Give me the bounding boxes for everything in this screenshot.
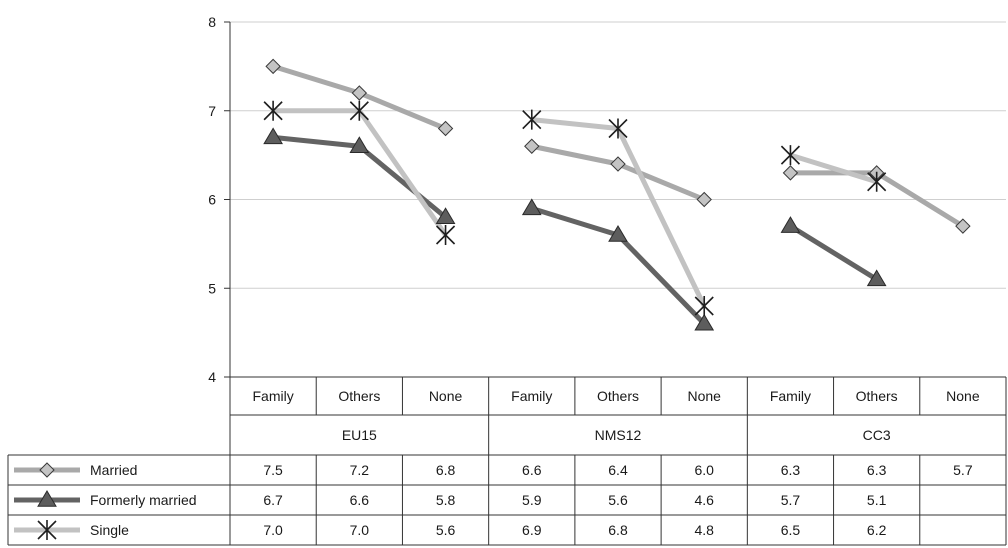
data-label: 4.8 (694, 522, 714, 538)
data-label: 6.7 (263, 492, 283, 508)
data-label: 4.6 (694, 492, 714, 508)
data-label: 5.7 (953, 462, 973, 478)
marker-diamond (611, 157, 625, 171)
series-line (532, 120, 704, 306)
data-label: 6.4 (608, 462, 628, 478)
y-tick-label: 6 (208, 192, 216, 208)
category-label: Family (252, 388, 293, 404)
marker-diamond (40, 463, 54, 477)
marker-asterisk (695, 296, 713, 316)
legend-label: Formerly married (90, 492, 197, 508)
data-label: 5.6 (608, 492, 628, 508)
group-label: CC3 (863, 427, 891, 443)
marker-diamond (439, 122, 453, 136)
data-label: 6.8 (436, 462, 456, 478)
y-tick-label: 5 (208, 280, 216, 296)
data-label: 7.0 (350, 522, 370, 538)
category-label: None (687, 388, 721, 404)
data-label: 7.2 (350, 462, 370, 478)
marker-triangle (523, 199, 541, 214)
category-label: Others (856, 388, 898, 404)
y-tick-label: 8 (208, 14, 216, 30)
marker-diamond (352, 86, 366, 100)
series-line (532, 146, 704, 199)
category-label: None (946, 388, 980, 404)
marker-diamond (783, 166, 797, 180)
data-label: 5.6 (436, 522, 456, 538)
y-axis: 4 5 6 7 8 (208, 14, 230, 385)
marker-diamond (697, 193, 711, 207)
legend-label: Single (90, 522, 129, 538)
data-label: 6.9 (522, 522, 542, 538)
data-label: 6.3 (781, 462, 801, 478)
y-tick-label: 4 (208, 369, 216, 385)
data-label: 6.2 (867, 522, 887, 538)
data-label: 5.1 (867, 492, 887, 508)
data-label: 6.6 (522, 462, 542, 478)
series-lines (273, 66, 963, 323)
data-table: Family Others None Family Others None Family Ot… (8, 377, 1006, 545)
marker-asterisk (437, 225, 455, 245)
y-tick-label: 7 (208, 103, 216, 119)
data-label: 7.0 (263, 522, 283, 538)
data-label: 6.6 (350, 492, 370, 508)
data-label: 5.9 (522, 492, 542, 508)
legend-label: Married (90, 462, 137, 478)
data-label: 5.7 (781, 492, 801, 508)
data-label: 6.8 (608, 522, 628, 538)
data-label: 7.5 (263, 462, 283, 478)
marker-diamond (266, 59, 280, 73)
data-label: 6.5 (781, 522, 801, 538)
marker-diamond (525, 139, 539, 153)
marker-triangle (781, 217, 799, 232)
series-line (790, 155, 876, 182)
series-line (273, 111, 445, 235)
category-label: Family (511, 388, 552, 404)
data-label: 6.0 (694, 462, 714, 478)
category-label: Others (597, 388, 639, 404)
group-label: NMS12 (595, 427, 642, 443)
grid-lines (230, 22, 1006, 288)
category-label: None (429, 388, 463, 404)
group-label: EU15 (342, 427, 377, 443)
category-label: Family (770, 388, 811, 404)
category-label: Others (338, 388, 380, 404)
data-label: 6.3 (867, 462, 887, 478)
data-label: 5.8 (436, 492, 456, 508)
series-line (790, 226, 876, 279)
